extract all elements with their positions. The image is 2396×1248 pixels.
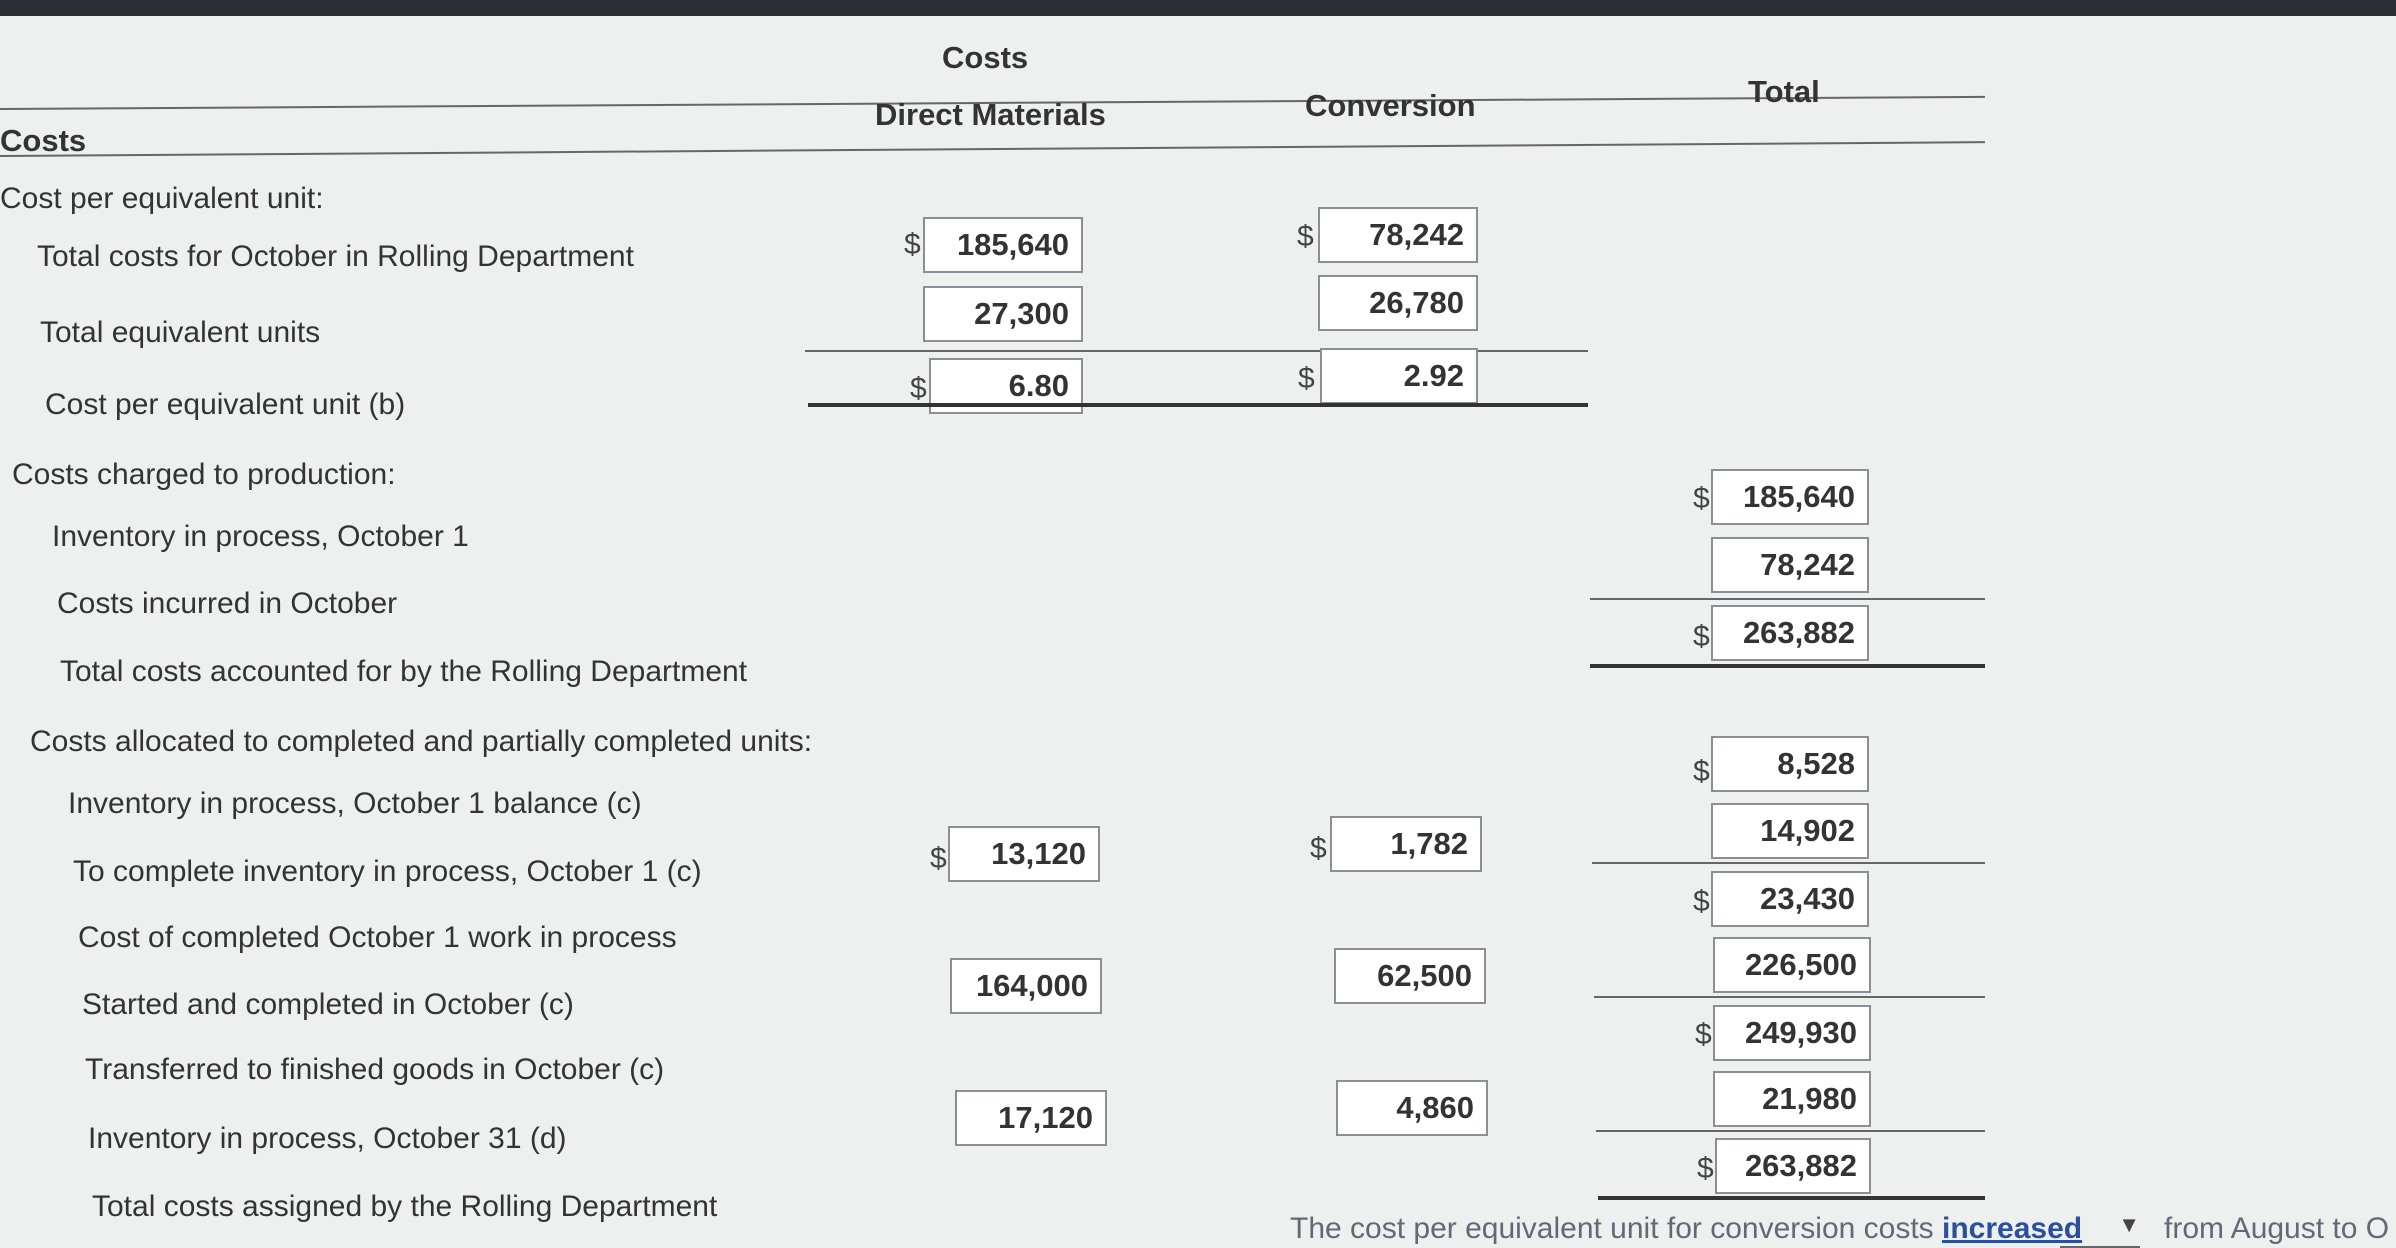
total-costs-october-label: Total costs for October in Rolling Depar… bbox=[37, 240, 634, 273]
cost-per-eu-section-label: Cost per equivalent unit: bbox=[0, 182, 324, 215]
total-assigned-input[interactable]: 263,882 bbox=[1715, 1138, 1871, 1194]
transferred-fg-label: Transferred to finished goods in October… bbox=[85, 1053, 665, 1086]
total-to-complete-input[interactable]: 14,902 bbox=[1711, 803, 1869, 859]
dm-total-costs-input[interactable]: 185,640 bbox=[923, 217, 1083, 273]
costs-allocated-section-label: Costs allocated to completed and partial… bbox=[30, 725, 813, 758]
total-eu-label: Total equivalent units bbox=[40, 316, 321, 349]
conv-eu-input[interactable]: 26,780 bbox=[1318, 275, 1478, 331]
total-assigned-dollar: $ bbox=[1697, 1152, 1714, 1185]
total-inv-oct1-dollar: $ bbox=[1693, 482, 1710, 515]
costs-charged-section-label: Costs charged to production: bbox=[12, 458, 396, 491]
footer-suffix: from August to O bbox=[2164, 1212, 2390, 1245]
conv-started-completed-input[interactable]: 62,500 bbox=[1334, 948, 1486, 1004]
conv-inv-oct31-input[interactable]: 4,860 bbox=[1336, 1080, 1488, 1136]
header-rule-bottom bbox=[0, 141, 1985, 157]
conv-cost-per-eu-dollar: $ bbox=[1298, 362, 1315, 395]
cost-per-eu-b-label: Cost per equivalent unit (b) bbox=[45, 388, 406, 421]
total-cost-completed-oct1-input[interactable]: 23,430 bbox=[1711, 871, 1869, 927]
dm-to-complete-dollar: $ bbox=[930, 842, 947, 875]
total-accounted-label: Total costs accounted for by the Rolling… bbox=[60, 655, 748, 688]
total-inv-oct1-input[interactable]: 185,640 bbox=[1711, 469, 1869, 525]
total-assigned-label: Total costs assigned by the Rolling Depa… bbox=[92, 1190, 718, 1223]
dm-started-completed-input[interactable]: 164,000 bbox=[950, 958, 1102, 1014]
total-accounted-rule bbox=[1590, 598, 1985, 600]
total-accounted-double-rule bbox=[1590, 664, 1985, 668]
dm-to-complete-input[interactable]: 13,120 bbox=[948, 826, 1100, 882]
completed-oct1-rule bbox=[1592, 862, 1985, 864]
total-cost-completed-oct1-dollar: $ bbox=[1693, 885, 1710, 918]
footer-dropdown[interactable]: ▼ bbox=[2060, 1212, 2140, 1248]
eu-underline bbox=[805, 350, 1588, 352]
dm-inv-oct31-input[interactable]: 17,120 bbox=[955, 1090, 1107, 1146]
total-assigned-rule bbox=[1596, 1130, 1985, 1132]
conv-to-complete-dollar: $ bbox=[1310, 832, 1327, 865]
footer-dropdown-value[interactable]: increased bbox=[1942, 1212, 2083, 1245]
total-started-completed-input[interactable]: 226,500 bbox=[1713, 937, 1871, 993]
dm-cost-per-eu-dollar: $ bbox=[910, 372, 927, 405]
conv-total-costs-dollar: $ bbox=[1297, 220, 1314, 253]
inv-oct31-label: Inventory in process, October 31 (d) bbox=[88, 1122, 567, 1155]
total-inv-oct1-balance-dollar: $ bbox=[1693, 755, 1710, 788]
costs-incurred-label: Costs incurred in October bbox=[57, 587, 398, 620]
costs-group-header: Costs bbox=[942, 40, 1029, 75]
total-transferred-dollar: $ bbox=[1695, 1018, 1712, 1051]
costs-row-header: Costs bbox=[0, 123, 87, 158]
total-accounted-dollar: $ bbox=[1693, 620, 1710, 653]
total-costs-incurred-input[interactable]: 78,242 bbox=[1711, 537, 1869, 593]
conversion-header: Conversion bbox=[1305, 88, 1476, 123]
total-transferred-input[interactable]: 249,930 bbox=[1713, 1005, 1871, 1061]
direct-materials-header: Direct Materials bbox=[875, 97, 1106, 132]
chevron-down-icon: ▼ bbox=[2118, 1212, 2140, 1237]
inventory-oct1-label: Inventory in process, October 1 bbox=[52, 520, 469, 553]
total-assigned-double-rule bbox=[1598, 1196, 1985, 1200]
conv-to-complete-input[interactable]: 1,782 bbox=[1330, 816, 1482, 872]
conv-total-costs-input[interactable]: 78,242 bbox=[1318, 207, 1478, 263]
cost-per-eu-double-rule bbox=[808, 403, 1588, 407]
inv-oct1-balance-label: Inventory in process, October 1 balance … bbox=[68, 787, 642, 820]
cost-completed-oct1-label: Cost of completed October 1 work in proc… bbox=[78, 921, 677, 954]
to-complete-oct1-label: To complete inventory in process, Octobe… bbox=[73, 855, 702, 888]
footer-sentence: The cost per equivalent unit for convers… bbox=[1290, 1212, 2082, 1246]
window-top-bar bbox=[0, 0, 2396, 16]
footer-prefix: The cost per equivalent unit for convers… bbox=[1290, 1212, 1934, 1245]
total-inv-oct1-balance-input[interactable]: 8,528 bbox=[1711, 736, 1869, 792]
total-accounted-input[interactable]: 263,882 bbox=[1711, 605, 1869, 661]
transferred-rule bbox=[1594, 996, 1985, 998]
total-inv-oct31-input[interactable]: 21,980 bbox=[1713, 1071, 1871, 1127]
conv-cost-per-eu-input[interactable]: 2.92 bbox=[1320, 348, 1478, 404]
started-completed-label: Started and completed in October (c) bbox=[82, 988, 574, 1021]
dm-eu-input[interactable]: 27,300 bbox=[923, 286, 1083, 342]
total-header: Total bbox=[1748, 74, 1820, 109]
dm-total-costs-dollar: $ bbox=[904, 228, 921, 261]
